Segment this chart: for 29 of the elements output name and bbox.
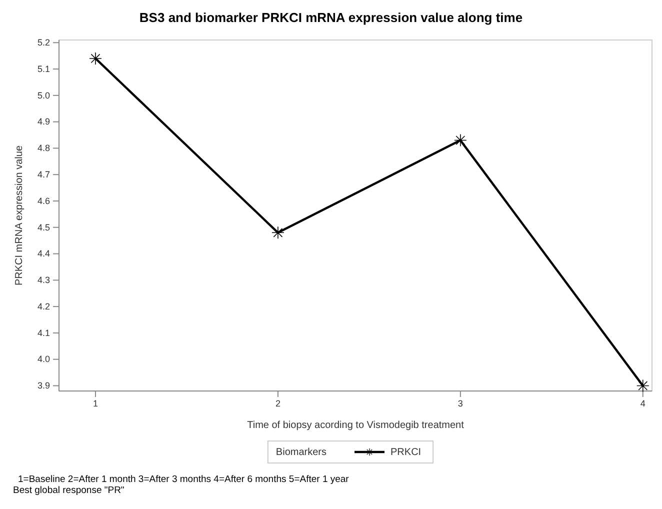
y-tick-label: 4.1 bbox=[37, 328, 50, 338]
point bbox=[636, 379, 650, 392]
point bbox=[272, 226, 284, 240]
legend-title: Biomarkers bbox=[276, 447, 327, 458]
y-tick-label: 5.0 bbox=[37, 90, 50, 100]
y-tick-label: 4.7 bbox=[37, 169, 50, 180]
x-tick-label: 1 bbox=[92, 398, 98, 408]
x-tick-label: 2 bbox=[275, 398, 280, 408]
y-tick-label: 4.5 bbox=[37, 222, 50, 232]
x-tick-label: 3 bbox=[458, 398, 463, 408]
point bbox=[454, 134, 467, 147]
text: Best global response "PR" bbox=[13, 485, 124, 496]
y-tick-label: 4.0 bbox=[37, 354, 50, 364]
y-tick-label: 4.3 bbox=[37, 275, 50, 286]
y-tick-label: 5.2 bbox=[37, 38, 50, 48]
x-tick-label: 4 bbox=[640, 398, 646, 408]
y-tick-label: 4.2 bbox=[37, 301, 50, 312]
text: 1=Baseline 2=After 1 month 3=After 3 months 4=After 6 months 5=After 1 year bbox=[18, 474, 349, 485]
y-tick-label: 5.1 bbox=[37, 64, 50, 74]
y-tick-label: 3.9 bbox=[37, 380, 50, 391]
legend-label: PRKCI bbox=[390, 447, 422, 458]
y-axis-title: PRKCI mRNA expression value bbox=[14, 145, 25, 286]
y-tick-label: 4.4 bbox=[37, 248, 50, 259]
x-axis-title: Time of biopsy acording to Vismodegib treatment bbox=[247, 420, 464, 431]
y-tick-label: 4.6 bbox=[37, 196, 50, 206]
chart-title: BS3 and biomarker PRKCI mRNA expression value along time bbox=[139, 10, 523, 25]
point bbox=[89, 52, 102, 65]
y-tick-label: 4.9 bbox=[37, 116, 50, 127]
y-tick-label: 4.8 bbox=[37, 143, 50, 154]
